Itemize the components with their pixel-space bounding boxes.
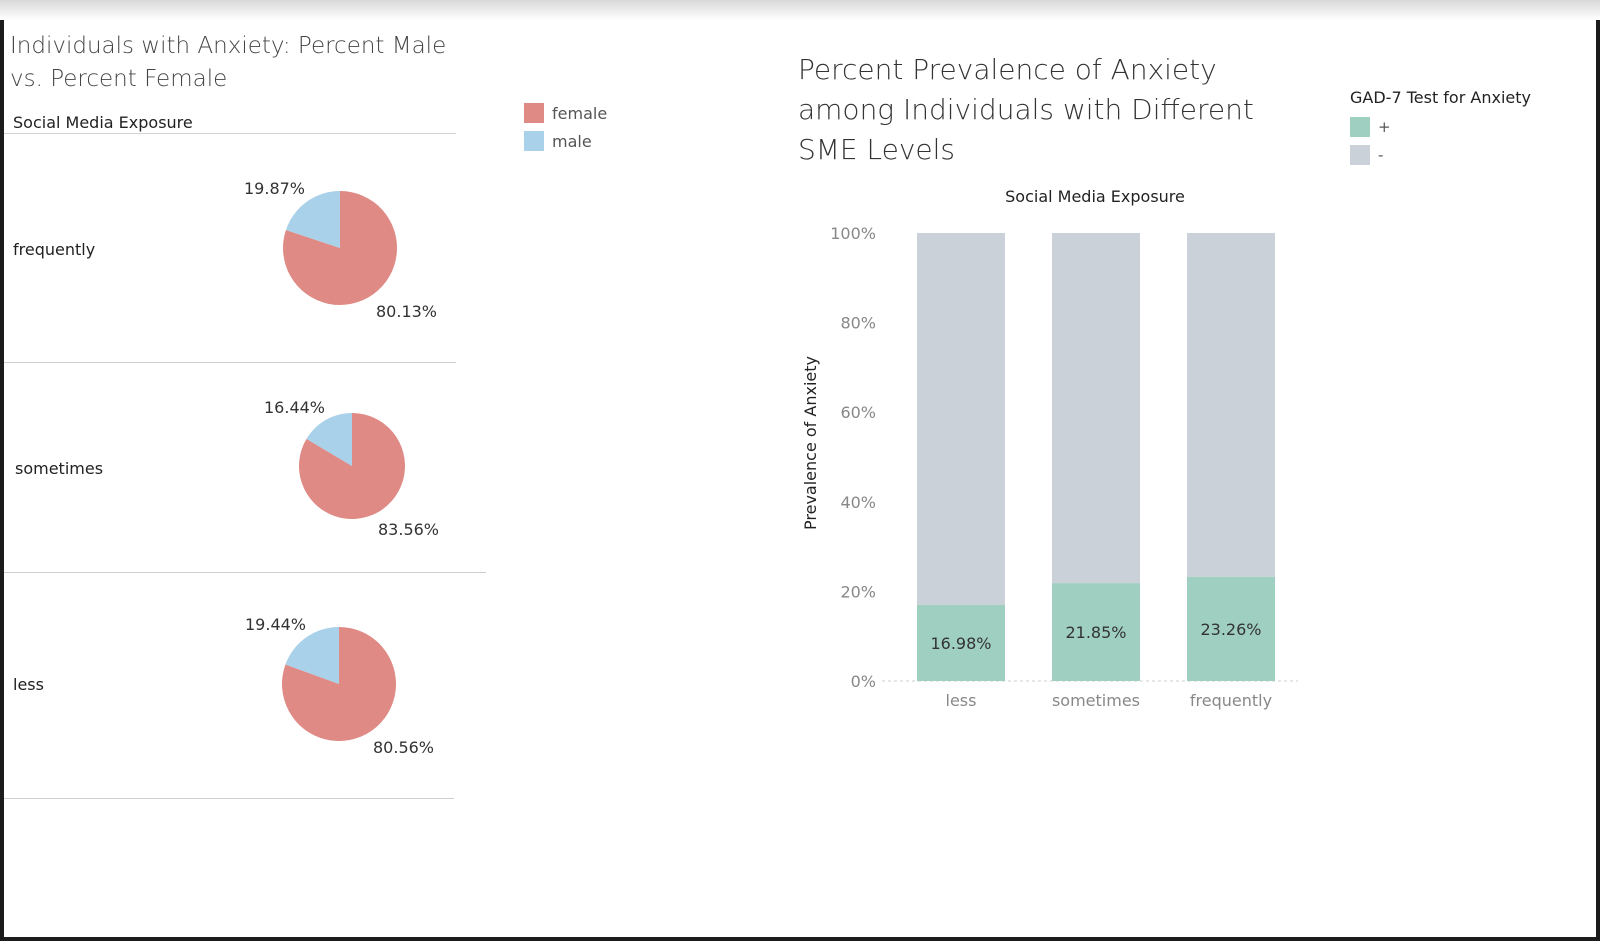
left-border <box>0 20 4 941</box>
pie-female-label-less: 80.56% <box>373 738 435 757</box>
legend-item-negative: - <box>1350 141 1531 169</box>
legend-item-positive: + <box>1350 113 1531 141</box>
pie-slice-male-less <box>285 626 339 684</box>
bars: 16.98% 21.85% 23.26% <box>917 233 1275 681</box>
pie-chart-title: Individuals with Anxiety: Percent Male v… <box>10 33 447 92</box>
pie-female-label-sometimes: 83.56% <box>378 520 440 539</box>
legend-swatch-positive <box>1350 117 1370 137</box>
pie-slice-male-frequently <box>285 191 340 248</box>
bar-negative-less <box>917 233 1005 605</box>
pie-slice-female-frequently <box>283 191 398 306</box>
pie-slice-female-less <box>281 627 396 742</box>
row-divider <box>4 798 454 799</box>
pie-slice-male-sometimes <box>306 413 352 466</box>
x-tick-label-frequently: frequently <box>1190 691 1272 710</box>
facet-label-frequently: frequently <box>13 240 96 259</box>
legend-label-negative: - <box>1378 146 1384 164</box>
legend-swatch-female <box>524 103 544 123</box>
bar-negative-sometimes <box>1052 233 1140 584</box>
pie-header-divider <box>4 133 456 134</box>
legend-label-female: female <box>552 103 608 123</box>
legend-title: GAD-7 Test for Anxiety <box>1350 88 1531 107</box>
pie-male-label-sometimes: 16.44% <box>264 398 326 417</box>
anxiety-legend: GAD-7 Test for Anxiety + - <box>1350 88 1531 169</box>
row-divider <box>4 362 456 363</box>
y-tick-label: 20% <box>840 582 876 601</box>
y-axis-title: Prevalence of Anxiety <box>801 356 820 530</box>
x-tick-label-sometimes: sometimes <box>1052 691 1140 710</box>
legend-label-positive: + <box>1378 118 1391 136</box>
x-axis-title: Social Media Exposure <box>1005 187 1185 206</box>
y-tick-label: 60% <box>840 403 876 422</box>
x-tick-label-less: less <box>946 691 977 710</box>
bar-data-label-sometimes: 21.85% <box>1065 623 1126 642</box>
y-tick-label: 0% <box>851 672 876 691</box>
row-divider <box>4 572 486 573</box>
y-tick-label: 40% <box>840 493 876 512</box>
bar-positive-frequently <box>1187 576 1275 681</box>
stacked-bar-chart: Social Media Exposure Prevalence of Anxi… <box>801 187 1298 710</box>
bottom-border <box>0 937 1600 941</box>
bar-data-label-less: 16.98% <box>930 634 991 653</box>
bar-positive-sometimes <box>1052 583 1140 681</box>
x-axis-ticks: less sometimes frequently <box>946 691 1273 710</box>
right-border <box>1596 20 1600 941</box>
y-tick-label: 100% <box>830 224 876 243</box>
bar-chart-title: Percent Prevalence of Anxiety among Indi… <box>798 53 1254 166</box>
pie-facet-header: Social Media Exposure <box>13 113 193 132</box>
pie-male-label-frequently: 19.87% <box>244 179 306 198</box>
pie-male-label-less: 19.44% <box>245 615 307 634</box>
legend-item-female: female <box>524 99 607 127</box>
bar-negative-frequently <box>1187 233 1275 577</box>
pie-slice-female-sometimes <box>298 413 405 520</box>
legend-label-male: male <box>552 131 592 151</box>
facet-label-sometimes: sometimes <box>15 459 104 478</box>
legend-swatch-negative <box>1350 145 1370 165</box>
window-top-bar <box>0 0 1600 20</box>
pie-sometimes <box>298 413 405 520</box>
bar-data-label-frequently: 23.26% <box>1200 620 1261 639</box>
legend-swatch-male <box>524 131 544 151</box>
facet-label-less: less <box>13 675 44 694</box>
bar-positive-less <box>917 604 1005 681</box>
pie-legend: female male <box>524 99 607 155</box>
pie-frequently <box>283 191 398 306</box>
pie-charts <box>281 191 405 742</box>
y-tick-label: 80% <box>840 314 876 333</box>
legend-item-male: male <box>524 127 607 155</box>
pie-female-label-frequently: 80.13% <box>376 302 438 321</box>
pie-less <box>281 626 396 742</box>
y-axis-ticks: 0% 20% 40% 60% 80% 100% <box>830 224 876 691</box>
